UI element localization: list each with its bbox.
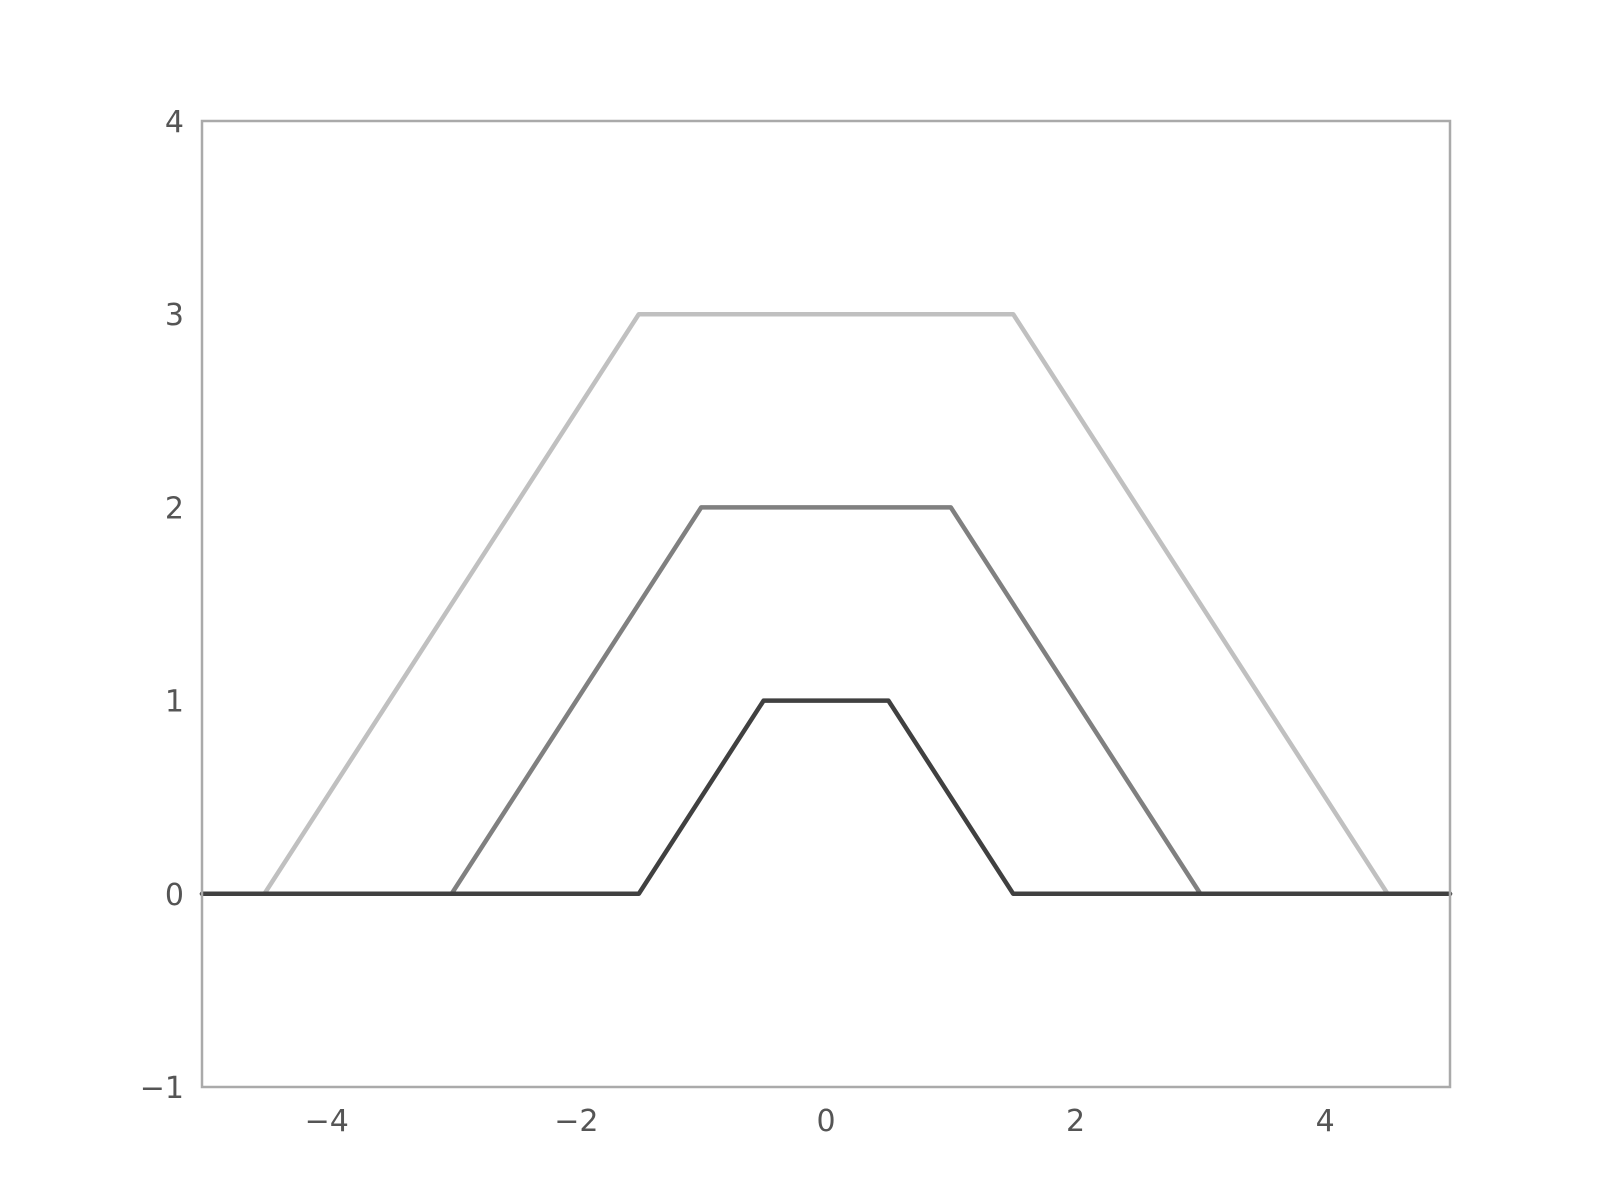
x-tick-label: 0 (816, 1104, 835, 1139)
x-tick-label: −2 (554, 1104, 598, 1139)
y-tick-label: 0 (165, 878, 184, 913)
y-tick-label: 4 (165, 105, 184, 140)
series-line-3 (199, 698, 1453, 897)
y-axis-ticks: −1 0 1 2 3 4 (140, 105, 184, 1106)
y-tick-label: 2 (165, 491, 184, 526)
x-tick-label: −4 (305, 1104, 349, 1139)
x-axis-ticks: −4 −2 0 2 4 (305, 1104, 1335, 1139)
y-tick-label: 1 (165, 685, 184, 720)
series-layer (199, 311, 1453, 897)
y-tick-label: 3 (165, 298, 184, 333)
x-tick-label: 4 (1316, 1104, 1335, 1139)
axes-frame (200, 119, 1452, 1089)
y-tick-label: −1 (140, 1071, 184, 1106)
series-line-1 (199, 311, 1453, 897)
x-tick-label: 2 (1066, 1104, 1085, 1139)
